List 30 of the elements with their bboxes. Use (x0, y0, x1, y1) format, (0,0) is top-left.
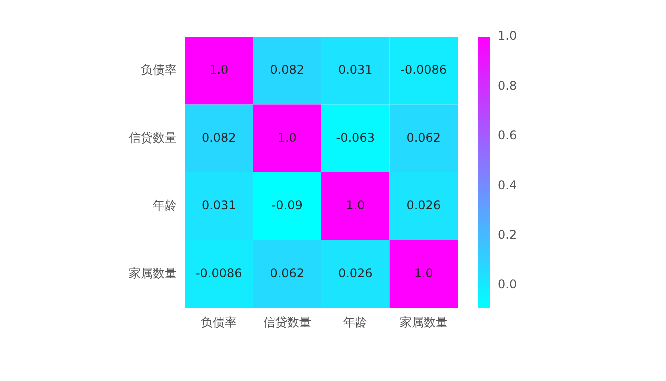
x-tick-label: 信贷数量 (263, 315, 312, 330)
data-label: 0.031 (338, 63, 373, 77)
color-bar-label: 1.0 (498, 29, 518, 44)
data-label: -0.063 (336, 130, 375, 145)
color-bar-label: 0.2 (498, 228, 518, 242)
data-label: -0.0086 (196, 266, 242, 280)
y-tick-label: 信贷数量 (129, 130, 177, 145)
y-tick-label: 负债率 (141, 63, 177, 77)
data-label: 1.0 (414, 266, 434, 280)
y-tick-label: 年龄 (153, 198, 177, 212)
data-label: 0.026 (406, 198, 442, 212)
data-label: 0.062 (406, 130, 442, 145)
data-label: 0.031 (202, 198, 236, 212)
data-label: -0.09 (272, 198, 303, 212)
data-label: 0.062 (270, 266, 305, 280)
color-bar-label: 0.0 (498, 278, 518, 292)
color-bar-label: 0.8 (498, 78, 518, 93)
data-label: 1.0 (210, 63, 229, 77)
y-tick-label: 家属数量 (129, 266, 177, 280)
x-tick-label: 负债率 (201, 315, 238, 330)
color-bar-label: 0.4 (498, 178, 518, 192)
data-label: -0.0086 (400, 63, 448, 77)
color-bar-label: 0.6 (498, 128, 518, 143)
x-tick-label: 家属数量 (400, 315, 448, 330)
data-label: 0.082 (270, 63, 305, 77)
x-tick-label: 年龄 (344, 315, 368, 330)
data-label: 1.0 (278, 130, 297, 145)
data-label: 1.0 (346, 198, 366, 212)
data-label: 0.026 (338, 266, 373, 280)
data-label: 0.082 (202, 130, 236, 145)
